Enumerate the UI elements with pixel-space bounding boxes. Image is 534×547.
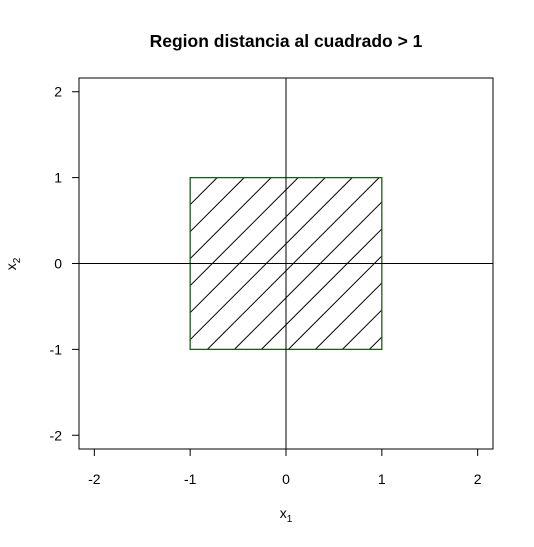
y-tick-label: -1 [50, 341, 63, 357]
hatch-line [190, 177, 272, 260]
chart-title: Region distancia al cuadrado > 1 [150, 31, 423, 51]
y-axis-title: x2 [3, 257, 23, 270]
x-tick-label: -1 [184, 471, 197, 487]
y-axis: -2 -1 0 1 2 [50, 84, 80, 443]
x-tick-label: -2 [88, 471, 101, 487]
y-tick-label: 2 [54, 84, 62, 100]
y-tick-label: -2 [50, 427, 63, 443]
hatch-line [315, 282, 382, 350]
x-axis-title: x1 [280, 505, 293, 525]
hatch-line [342, 309, 382, 350]
y-tick-label: 1 [54, 170, 62, 186]
y-tick-label: 0 [54, 256, 62, 272]
hatch-line [190, 177, 245, 233]
x-tick-label: 0 [282, 471, 290, 487]
x-axis: -2 -1 0 1 2 [88, 448, 482, 487]
x-tick-label: 1 [378, 471, 386, 487]
x-tick-label: 2 [474, 471, 482, 487]
